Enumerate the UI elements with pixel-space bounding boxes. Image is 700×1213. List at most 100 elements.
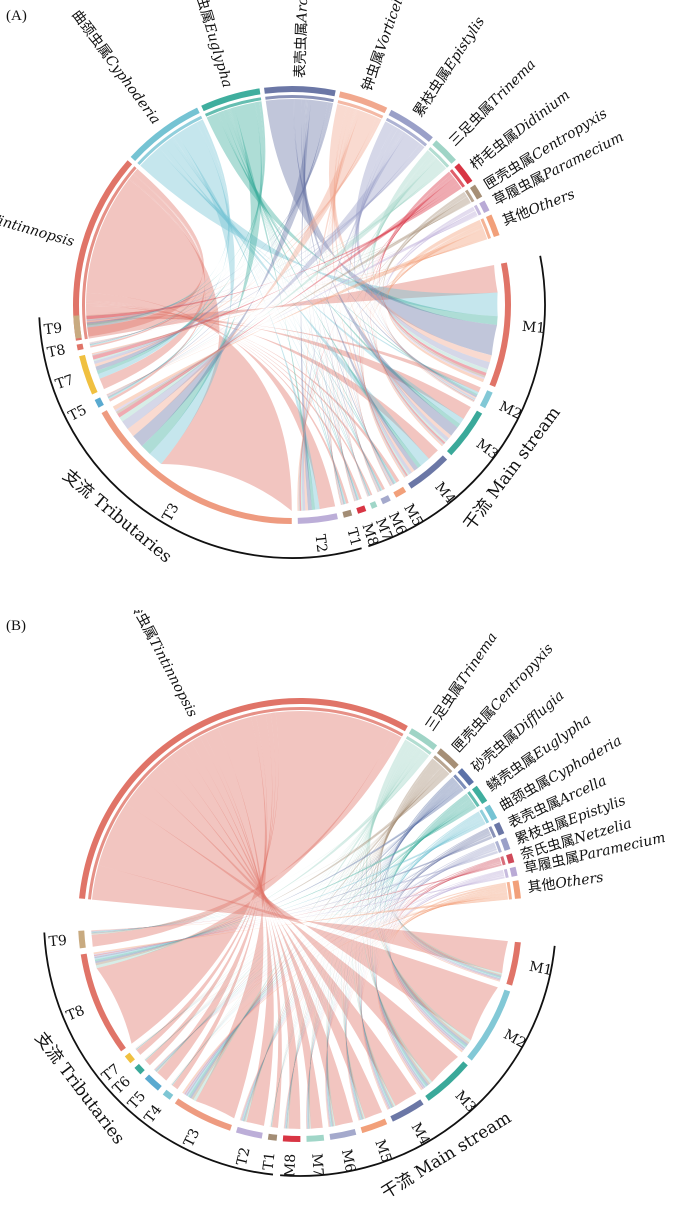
ribbon-tintinnopsis-m5 — [158, 756, 383, 1119]
site-arc-t9 — [73, 315, 82, 339]
site-label-m8: M8 — [358, 521, 381, 548]
site-arc-m6 — [380, 495, 391, 505]
genus-arc-centropyxis — [436, 748, 459, 769]
ribbon-arcella-t3 — [133, 99, 328, 447]
ribbon-tintinnopsis-m6 — [170, 747, 354, 1126]
site-label-t4: T4 — [142, 1102, 166, 1126]
ribbon-tintinnopsis-m7 — [182, 741, 323, 1129]
genus-label-latin: Others — [526, 186, 577, 219]
genus-arc-centropyxis — [469, 184, 483, 200]
site-label-t8: T8 — [46, 342, 67, 361]
genus-label-cn: 曲颈虫属 — [68, 7, 114, 62]
genus-arc-cyphoderia — [484, 804, 498, 821]
genus-inner-arc-vorticella — [337, 100, 384, 119]
site-label-m6: M6 — [338, 1148, 358, 1174]
site-arc-m2 — [479, 390, 493, 409]
site-arc-t8 — [80, 953, 126, 1052]
ribbon-tintinnopsis-t8 — [96, 711, 393, 1044]
site-arc-m5 — [393, 486, 407, 498]
genus-arc-arcella — [493, 822, 505, 836]
genus-label-latin: Others — [554, 870, 604, 893]
ribbon-didinium-t3 — [117, 178, 458, 418]
site-label-m2: M2 — [496, 399, 524, 424]
ribbon-cyphoderia-m1 — [140, 148, 498, 317]
genus-arc-trinema — [432, 140, 456, 164]
ribbon-difflugia-m2 — [380, 778, 469, 1046]
ribbon-tintinnopsis-t9 — [87, 168, 204, 337]
genus-inner-arc-arcella — [488, 826, 497, 838]
ribbon-epistylis-t1 — [326, 131, 404, 505]
site-label-m1: M1 — [521, 319, 546, 337]
ribbon-tintinnopsis-m3 — [86, 312, 471, 420]
genus-label-latin: Arcella — [294, 0, 312, 24]
panel-label-b: (B) — [6, 618, 26, 634]
genus-arc-netzelia — [506, 853, 515, 864]
site-label-m4: M4 — [407, 1120, 432, 1148]
site-arc-m8 — [282, 1135, 301, 1142]
genus-label-latin: Euglypha — [201, 20, 236, 90]
site-label-t3: T3 — [160, 501, 183, 525]
genus-inner-arc-others — [480, 218, 492, 239]
site-label-t2: T2 — [234, 1146, 254, 1167]
site-label-m1: M1 — [528, 959, 554, 979]
tributaries-label: 支流 Tributaries — [58, 466, 175, 568]
main-stream-bracket — [368, 255, 546, 548]
ribbon-paramecium-t3 — [114, 211, 478, 412]
site-arc-t7 — [79, 354, 98, 395]
genus-arc-paramecium — [479, 200, 490, 213]
chord-svg-b: 拟铃虫属Tintinnopsis 三足虫属Trinema匣壳虫属Centropyx… — [30, 610, 667, 1203]
site-label-t7: T7 — [54, 372, 76, 393]
genus-inner-arc-netzelia — [500, 856, 506, 866]
site-arc-m7 — [306, 1134, 325, 1142]
genus-inner-arc-tintinnopsis — [88, 706, 404, 900]
site-label-m4: M4 — [431, 479, 458, 507]
ribbon-others-t8 — [93, 895, 508, 955]
site-label-t9: T9 — [43, 320, 63, 338]
site-label-t9: T9 — [48, 933, 68, 951]
tributaries-bracket — [43, 932, 274, 1176]
genus-label-cn: 累枝虫属 — [411, 65, 455, 121]
main-stream-bracket — [280, 945, 556, 1177]
ribbon-trinema-t3 — [119, 159, 445, 422]
site-arc-t4 — [162, 1089, 174, 1100]
chord-diagram-a: (A) 拟铃虫属Tintinnopsis 曲颈虫属Cyphoderia 鳞壳虫属Eu… — [0, 0, 626, 568]
genus-label-others: 其他Others — [527, 870, 605, 896]
genus-inner-arc-didinium — [449, 169, 466, 188]
site-label-m3: M3 — [451, 1088, 478, 1116]
genus-inner-arc-trinema — [405, 736, 432, 755]
site-arc-m1 — [489, 262, 511, 388]
ribbon-euglypha-t3 — [141, 102, 262, 454]
genus-arc-trinema — [408, 728, 438, 751]
site-arc-m3 — [425, 1061, 468, 1101]
site-label-m7: M7 — [308, 1153, 326, 1177]
ribbon-tintinnopsis-t5 — [157, 713, 273, 1081]
ribbon-tintinnopsis-t4 — [172, 715, 268, 1090]
ribbon-others-m1 — [386, 219, 485, 383]
site-label-t1: T1 — [260, 1151, 278, 1171]
genus-label-cn: 其他 — [527, 876, 557, 896]
ribbon-tintinnopsis-t2 — [204, 727, 274, 1126]
site-label-t5: T5 — [125, 1088, 149, 1112]
genus-arc-others — [485, 214, 500, 238]
site-arc-t3 — [101, 410, 292, 524]
ribbon-trinema-t3 — [193, 748, 423, 1102]
genus-inner-arc-paramecium — [473, 204, 482, 216]
site-label-t3: T3 — [181, 1126, 203, 1149]
ribbon-tintinnopsis-m4 — [144, 765, 417, 1106]
ribbon-cyphoderia-t7 — [97, 120, 230, 379]
genus-label-latin: Epistylis — [441, 14, 488, 74]
site-arc-t3 — [174, 1098, 232, 1131]
ribbon-tintinnopsis-m1 — [86, 264, 498, 339]
site-arc-t2 — [235, 1126, 263, 1139]
genus-inner-arc-difflugia — [453, 774, 467, 790]
ribbon-arcella-m1 — [265, 99, 498, 356]
panel-label-a: (A) — [6, 8, 27, 24]
site-arc-t2 — [297, 513, 338, 524]
ribbon-euglypha-m2 — [383, 794, 469, 1047]
ribbon-epistylis-t3 — [122, 133, 421, 430]
tributaries-bracket — [38, 317, 362, 559]
genus-arc-euglypha — [201, 88, 261, 112]
genus-label-cn: 表壳虫属 — [291, 22, 310, 79]
site-label-m8: M8 — [282, 1154, 299, 1178]
site-arc-t7 — [124, 1052, 135, 1064]
